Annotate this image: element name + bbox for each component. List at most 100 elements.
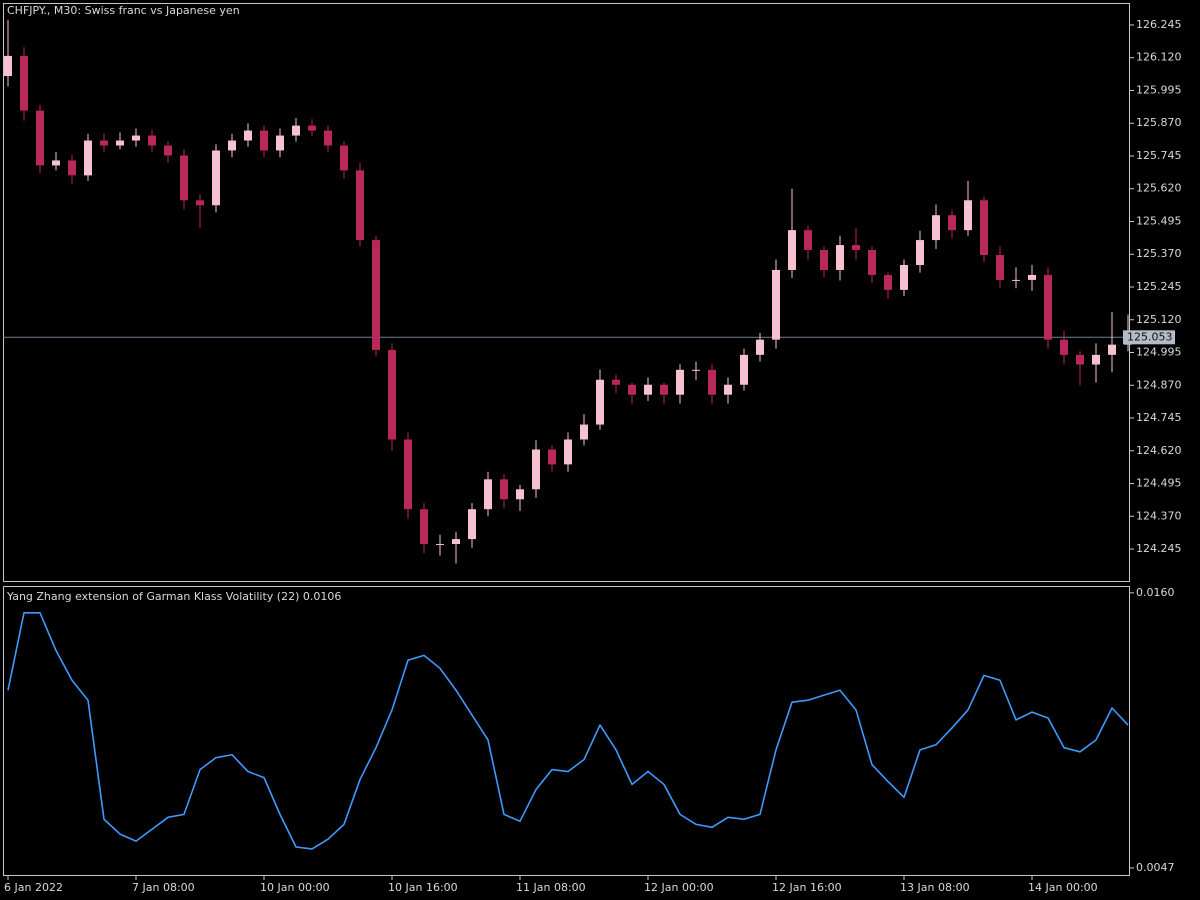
last-price-box	[1123, 330, 1175, 345]
candle-body	[996, 255, 1004, 280]
candle-body	[580, 424, 588, 440]
x-tick-label: 11 Jan 08:00	[516, 881, 586, 894]
x-tick-label: 10 Jan 16:00	[388, 881, 458, 894]
candle-body	[420, 509, 428, 545]
x-tick-label: 13 Jan 08:00	[900, 881, 970, 894]
candle-body	[660, 384, 668, 395]
candle-body	[772, 269, 780, 340]
candle-body	[84, 140, 92, 176]
chart-title: CHFJPY., M30: Swiss franc vs Japanese ye…	[7, 4, 240, 17]
candle-body	[532, 449, 540, 490]
candle-body	[404, 439, 412, 510]
candle-body	[452, 539, 460, 545]
candle-body	[1108, 344, 1116, 355]
candle-body	[628, 384, 636, 395]
candle-body	[948, 215, 956, 231]
candle-body	[612, 379, 620, 385]
candle-body	[500, 479, 508, 500]
candle-body	[548, 449, 556, 465]
candle-body	[916, 240, 924, 265]
candle-body	[788, 230, 796, 270]
candle-body	[1044, 274, 1052, 340]
candle-body	[980, 200, 988, 256]
y-tick-label: 125.620	[1136, 182, 1182, 195]
x-tick-label: 12 Jan 00:00	[644, 881, 714, 894]
x-tick-label: 7 Jan 08:00	[132, 881, 195, 894]
candle-body	[484, 479, 492, 510]
candle-body	[308, 125, 316, 131]
y-tick-label: 0.0160	[1136, 586, 1175, 599]
candle-body	[564, 439, 572, 465]
candle-body	[356, 170, 364, 241]
candle-body	[724, 384, 732, 395]
candle-body	[676, 369, 684, 395]
indicator-title: Yang Zhang extension of Garman Klass Vol…	[6, 590, 341, 603]
y-tick-label: 124.370	[1136, 509, 1182, 522]
x-tick-label: 6 Jan 2022	[4, 881, 63, 894]
candle-body	[340, 145, 348, 171]
y-tick-label: 124.995	[1136, 346, 1182, 359]
candle-body	[292, 125, 300, 136]
candle-body	[1060, 339, 1068, 355]
candle-body	[900, 264, 908, 290]
candle-body	[836, 245, 844, 270]
x-tick-label: 10 Jan 00:00	[260, 881, 330, 894]
candle-body	[68, 160, 76, 176]
candle-body	[52, 160, 60, 166]
y-tick-label: 126.120	[1136, 51, 1182, 64]
candle-body	[164, 145, 172, 156]
candle-body	[692, 369, 700, 371]
candle-body	[804, 230, 812, 251]
candle-body	[276, 135, 284, 151]
y-tick-label: 126.245	[1136, 18, 1182, 31]
candle-body	[324, 130, 332, 146]
candle-body	[1092, 354, 1100, 365]
candle-body	[36, 110, 44, 166]
candle-body	[148, 135, 156, 146]
candle-body	[260, 130, 268, 151]
last-price-label: 125.053	[1127, 330, 1173, 343]
y-tick-label: 125.745	[1136, 149, 1182, 162]
candle-body	[116, 140, 124, 146]
candle-body	[932, 215, 940, 241]
candle-body	[4, 55, 12, 77]
candle-body	[852, 245, 860, 251]
y-tick-label: 125.995	[1136, 83, 1182, 96]
y-tick-label: 124.495	[1136, 477, 1182, 490]
price-pane-frame	[3, 3, 1130, 582]
y-tick-label: 124.245	[1136, 542, 1182, 555]
indicator-pane-frame	[3, 586, 1130, 876]
candle-body	[180, 155, 188, 201]
candle-body	[388, 349, 396, 440]
candle-body	[100, 140, 108, 146]
candle-body	[372, 240, 380, 350]
y-tick-label: 125.370	[1136, 247, 1182, 260]
candle-body	[884, 274, 892, 290]
candle-body	[468, 509, 476, 540]
x-tick-label: 12 Jan 16:00	[772, 881, 842, 894]
candle-body	[1076, 354, 1084, 365]
y-tick-label: 124.870	[1136, 378, 1182, 391]
candle-body	[20, 55, 28, 111]
y-tick-label: 124.620	[1136, 444, 1182, 457]
candle-body	[244, 130, 252, 141]
candle-body	[436, 544, 444, 546]
candle-body	[212, 150, 220, 206]
candle-body	[644, 384, 652, 395]
y-tick-label: 125.120	[1136, 313, 1182, 326]
candle-body	[820, 250, 828, 270]
y-tick-label: 125.245	[1136, 280, 1182, 293]
candle-body	[740, 354, 748, 385]
candle-body	[596, 379, 604, 425]
y-tick-label: 125.870	[1136, 116, 1182, 129]
candle-body	[228, 140, 236, 151]
indicator-line	[7, 612, 1129, 850]
y-tick-label: 0.0047	[1136, 861, 1175, 874]
y-tick-label: 124.745	[1136, 411, 1182, 424]
candle-body	[1028, 274, 1036, 280]
candle-body	[756, 339, 764, 355]
candle-body	[868, 250, 876, 275]
candle-body	[964, 200, 972, 231]
